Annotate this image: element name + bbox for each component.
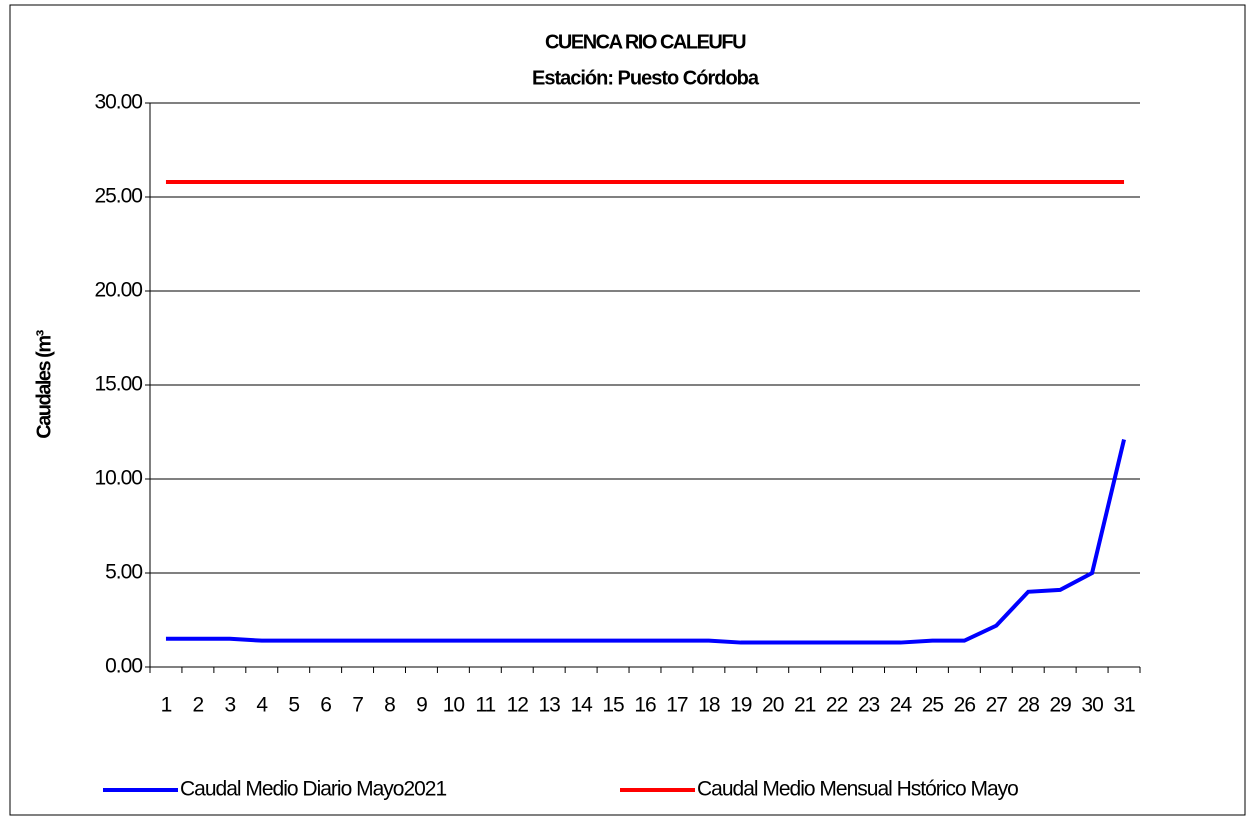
x-tick-label: 8 [384, 694, 395, 717]
x-tick-label: 26 [954, 694, 976, 717]
y-tick-label: 15.00 [94, 373, 142, 396]
y-axis-label: Caudales (m³ [33, 329, 55, 438]
y-tick-label: 10.00 [94, 467, 142, 490]
x-tick-label: 16 [634, 694, 656, 717]
x-tick-label: 10 [443, 694, 465, 717]
legend-label: Caudal Medio Diario Mayo2021 [180, 778, 446, 801]
x-tick-label: 11 [475, 694, 495, 717]
x-tick-label: 17 [666, 694, 688, 717]
x-tick-label: 5 [288, 694, 299, 717]
x-tick-label: 1 [161, 694, 172, 717]
x-tick-label: 21 [794, 694, 816, 717]
x-tick-label: 18 [698, 694, 720, 717]
x-tick-label: 24 [890, 694, 913, 717]
x-tick-label: 7 [352, 694, 363, 717]
chart-subtitle: Estación: Puesto Córdoba [532, 67, 760, 89]
y-tick-label: 30.00 [94, 91, 142, 114]
x-tick-label: 6 [320, 694, 331, 717]
x-tick-label: 2 [193, 694, 204, 717]
x-tick-label: 22 [826, 694, 848, 717]
x-tick-label: 20 [762, 694, 784, 717]
x-tick-label: 15 [602, 694, 624, 717]
x-tick-label: 12 [507, 694, 529, 717]
x-tick-label: 29 [1049, 694, 1071, 717]
chart-border [9, 4, 1246, 816]
x-tick-label: 4 [256, 694, 268, 717]
x-tick-label: 19 [730, 694, 752, 717]
x-tick-label: 28 [1018, 694, 1040, 717]
chart-title: CUENCA RIO CALEUFU [545, 31, 746, 53]
x-tick-label: 27 [986, 694, 1008, 717]
series-line [165, 439, 1126, 645]
x-tick-label: 14 [570, 694, 593, 717]
x-tick-label: 23 [858, 694, 880, 717]
y-tick-label: 5.00 [105, 561, 142, 584]
y-tick-label: 20.00 [94, 279, 142, 302]
x-tick-label: 13 [539, 694, 561, 717]
x-tick-label: 25 [922, 694, 944, 717]
y-tick-label: 25.00 [94, 185, 142, 208]
x-tick-label: 3 [224, 694, 235, 717]
y-tick-label: 0.00 [105, 655, 142, 678]
x-tick-label: 31 [1113, 694, 1135, 717]
legend-label: Caudal Medio Mensual Hstórico Mayo [697, 778, 1018, 801]
x-tick-label: 30 [1081, 694, 1103, 717]
x-tick-label: 9 [416, 694, 427, 717]
